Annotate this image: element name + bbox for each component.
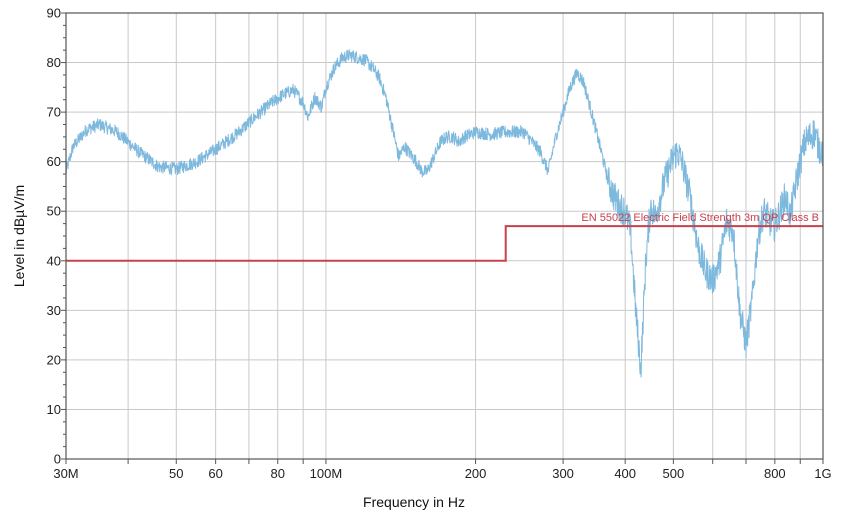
limit-line-label: EN 55022 Electric Field Strength 3m QP C… — [581, 212, 819, 224]
y-tick-label: 60 — [47, 154, 61, 169]
y-axis-title: Level in dBµV/m — [11, 185, 27, 287]
x-tick-label: 1G — [814, 466, 831, 481]
x-tick-label: 100M — [310, 466, 343, 481]
series-trace-0 — [65, 49, 824, 378]
x-tick-label: 800 — [764, 466, 786, 481]
tick-labels: 0 10 20 30 40 50 60 70 80 90 30M 50 60 80 100M 200 300 40… — [47, 6, 832, 482]
y-tick-label: 50 — [47, 204, 61, 219]
y-tick-label: 20 — [47, 352, 61, 367]
y-tick-label: 40 — [47, 253, 61, 268]
plot-frame — [65, 12, 824, 460]
y-tick-label: 10 — [47, 402, 61, 417]
y-tick-label: 70 — [47, 105, 61, 120]
x-axis-title: Frequency in Hz — [363, 494, 465, 510]
x-tick-label: 50 — [169, 466, 183, 481]
y-tick-label: 30 — [47, 303, 61, 318]
x-tick-label: 30M — [53, 466, 78, 481]
plot-area — [66, 13, 823, 459]
y-tick-label: 0 — [54, 452, 61, 467]
x-tick-label: 60 — [208, 466, 222, 481]
x-tick-label: 400 — [614, 466, 636, 481]
x-tick-label: 500 — [663, 466, 685, 481]
x-tick-label: 200 — [465, 466, 487, 481]
y-tick-label: 90 — [47, 6, 61, 21]
limit-lines: EN 55022 Electric Field Strength 3m QP C… — [66, 212, 823, 262]
limit-line-0 — [66, 225, 823, 262]
y-tick-label: 80 — [47, 55, 61, 70]
x-tick-label: 80 — [271, 466, 285, 481]
x-tick-label: 300 — [552, 466, 574, 481]
traces — [65, 49, 824, 378]
